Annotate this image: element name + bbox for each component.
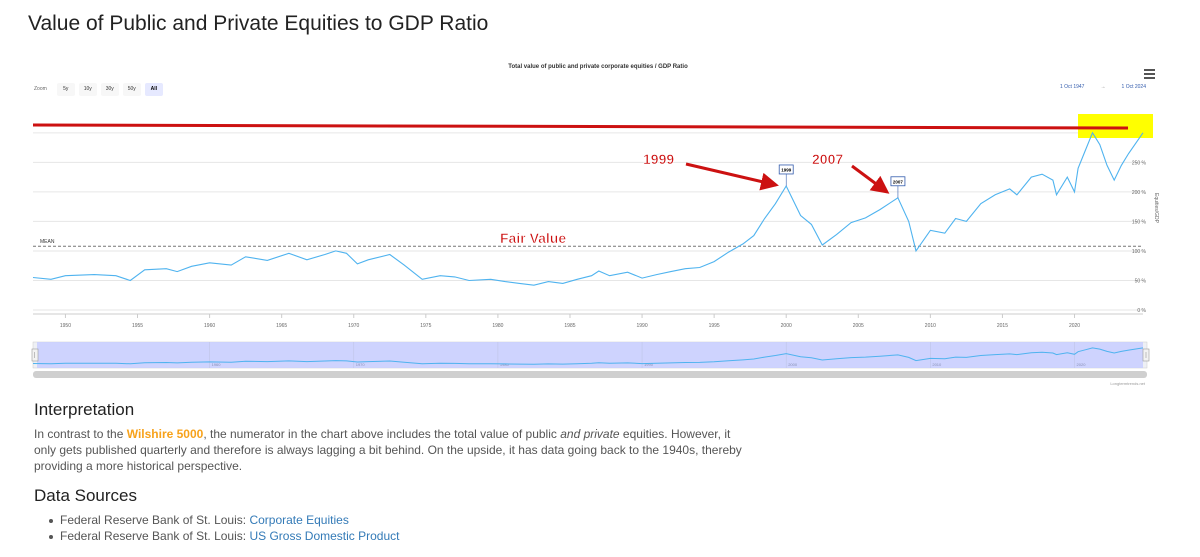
navigator-tick-label: 2020 xyxy=(1077,362,1087,367)
y-tick-label: 100 % xyxy=(1132,249,1147,255)
navigator-tick-label: 1990 xyxy=(644,362,654,367)
top-red-line xyxy=(32,123,1129,130)
data-sources-title: Data Sources xyxy=(34,486,137,505)
zoom-5y-button[interactable]: 5y xyxy=(56,82,75,96)
series-line-equities-gdp xyxy=(32,131,1144,286)
source-item: Federal Reserve Bank of St. Louis: US Gr… xyxy=(34,528,399,544)
x-tick-label: 2000 xyxy=(781,323,792,329)
data-sources-list: Federal Reserve Bank of St. Louis: Corpo… xyxy=(34,512,399,544)
zoom-10y-button[interactable]: 10y xyxy=(78,82,97,96)
x-tick-label: 2020 xyxy=(1069,323,1080,329)
interpretation-paragraph: In contrast to the Wilshire 5000, the nu… xyxy=(34,426,754,474)
navigator-handle-right[interactable] xyxy=(1142,348,1150,362)
navigator-tick-label: 2010 xyxy=(932,362,942,367)
wilshire-link[interactable]: Wilshire 5000 xyxy=(126,427,204,441)
navigator-handle-left[interactable] xyxy=(31,348,39,362)
navigator-scrollbar[interactable] xyxy=(33,371,1147,378)
navigator-ticks: 1960 1970 1980 1990 2000 2010 2020 xyxy=(209,342,1087,368)
page-title: Value of Public and Private Equities to … xyxy=(28,12,489,35)
x-tick-label: 1980 xyxy=(492,323,503,329)
source-link-us-gdp[interactable]: US Gross Domestic Product xyxy=(249,529,400,543)
x-tick-label: 2010 xyxy=(925,323,936,329)
source-prefix: Federal Reserve Bank of St. Louis: xyxy=(60,513,250,527)
source-link-corporate-equities[interactable]: Corporate Equities xyxy=(249,513,349,527)
arrow-1999 xyxy=(685,162,779,191)
x-tick-label: 1985 xyxy=(564,323,575,329)
mean-label: MEAN xyxy=(40,239,55,245)
x-tick-label: 2015 xyxy=(997,323,1008,329)
x-axis-ticks: 1950 1955 1960 1965 1970 1975 1980 1985 1990 1995… xyxy=(60,314,1080,329)
chart-container: Total value of public and private corpor… xyxy=(31,64,1159,386)
grid-layer xyxy=(33,132,1143,311)
navigator-selection[interactable] xyxy=(37,342,1143,368)
range-to-input[interactable]: 1 Oct 2024 xyxy=(1121,84,1146,90)
navigator-tick-label: 1980 xyxy=(500,362,510,367)
chart-credits[interactable]: Longtermtrends.net xyxy=(1110,381,1146,386)
x-tick-label: 1960 xyxy=(204,323,215,329)
flag-1999[interactable]: 1999 xyxy=(778,164,794,186)
x-tick-label: 1955 xyxy=(132,323,143,329)
x-tick-label: 1950 xyxy=(60,323,71,329)
peak-highlight xyxy=(1078,114,1153,138)
date-range-inputs: 1 Oct 1947 → 1 Oct 2024 xyxy=(1060,84,1146,94)
y-axis-label: Equities/GDP xyxy=(1153,193,1159,224)
y-tick-label: 200 % xyxy=(1132,190,1147,196)
flag-label: 1999 xyxy=(781,167,792,172)
range-from-input[interactable]: 1 Oct 1947 xyxy=(1060,84,1085,90)
source-item: Federal Reserve Bank of St. Louis: Corpo… xyxy=(34,512,399,528)
zoom-30y-button[interactable]: 30y xyxy=(100,82,119,96)
flag-label: 2007 xyxy=(893,179,904,184)
zoom-all-button[interactable]: All xyxy=(144,82,163,96)
range-arrow: → xyxy=(1100,84,1106,90)
x-tick-label: 1975 xyxy=(420,323,431,329)
navigator-tick-label: 1960 xyxy=(212,362,222,367)
y-tick-label: 50 % xyxy=(1135,278,1147,284)
arrow-2007 xyxy=(851,164,890,194)
annotation-2007: 2007 xyxy=(812,151,843,167)
chart-title: Total value of public and private corpor… xyxy=(508,64,688,70)
x-tick-label: 2005 xyxy=(853,323,864,329)
y-tick-label: 150 % xyxy=(1132,219,1147,225)
y-axis-ticks: 0 %50 %100 %150 %200 %250 %300 % xyxy=(1132,131,1147,314)
interp-emphasis: and private xyxy=(560,427,620,441)
annotation-fair-value: Fair Value xyxy=(500,230,566,246)
chart-menu-icon[interactable] xyxy=(1143,68,1157,80)
y-tick-label: 0 % xyxy=(1137,308,1146,314)
flags-layer: 1999 2007 xyxy=(778,164,906,198)
source-prefix: Federal Reserve Bank of St. Louis: xyxy=(60,529,250,543)
flag-2007[interactable]: 2007 xyxy=(890,176,906,198)
zoom-50y-button[interactable]: 50y xyxy=(122,82,141,96)
zoom-label: Zoom xyxy=(34,86,47,92)
interp-text-2: , the numerator in the chart above inclu… xyxy=(203,427,561,441)
navigator-series-line xyxy=(32,347,1144,365)
y-tick-label: 250 % xyxy=(1132,160,1147,166)
x-tick-label: 1965 xyxy=(276,323,287,329)
annotation-1999: 1999 xyxy=(643,151,674,167)
x-tick-label: 1990 xyxy=(636,323,647,329)
navigator-tick-label: 1970 xyxy=(356,362,366,367)
interpretation-title: Interpretation xyxy=(34,400,135,419)
zoom-controls: Zoom 5y 10y 30y 50y All xyxy=(34,82,163,96)
navigator-tick-label: 2000 xyxy=(788,362,798,367)
interp-text-1: In contrast to the xyxy=(34,427,127,441)
x-tick-label: 1995 xyxy=(709,323,720,329)
interp-text-3: equities. However, it only gets publishe… xyxy=(34,427,742,473)
equities-gdp-chart: Total value of public and private corpor… xyxy=(31,64,1159,386)
x-tick-label: 1970 xyxy=(348,323,359,329)
